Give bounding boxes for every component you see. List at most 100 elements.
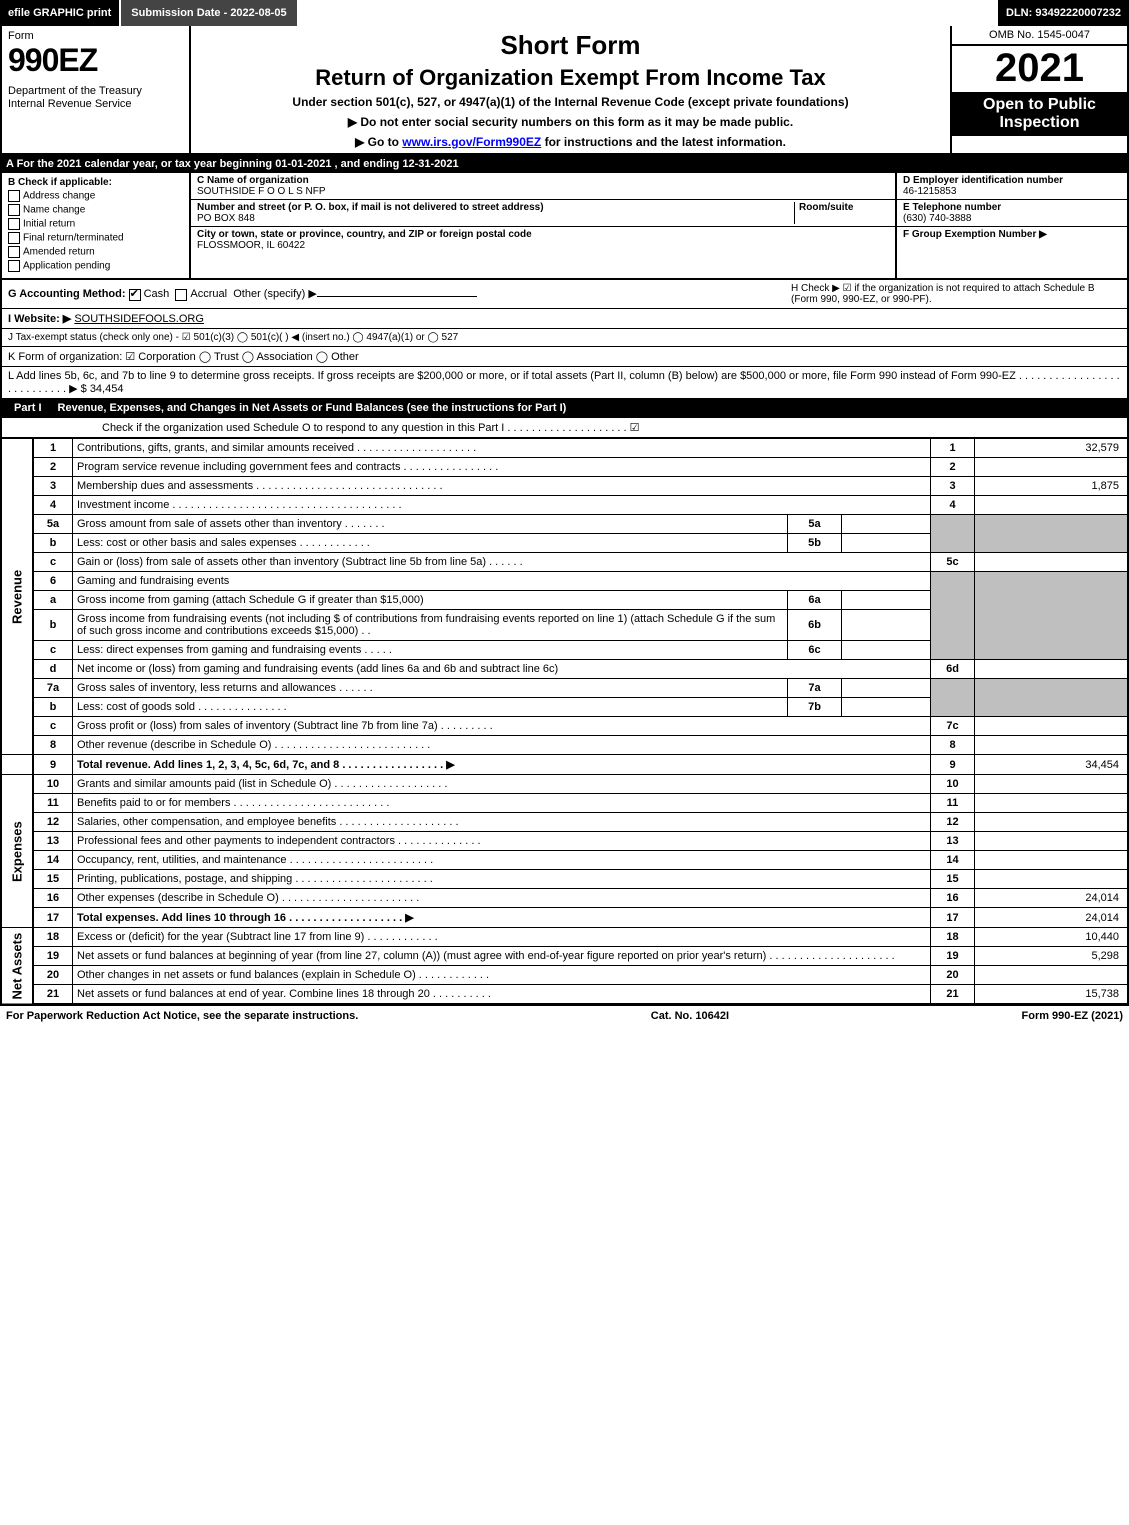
form-header-center: Short Form Return of Organization Exempt…: [191, 26, 950, 153]
l6-shade: [931, 572, 975, 660]
l7b-desc: Less: cost of goods sold . . . . . . . .…: [73, 698, 788, 717]
part-i-check: Check if the organization used Schedule …: [0, 418, 1129, 438]
l6d-amt: [975, 660, 1129, 679]
info-grid: B Check if applicable: Address change Na…: [0, 173, 1129, 280]
l5-shade-amt: [975, 515, 1129, 553]
l12-desc: Salaries, other compensation, and employ…: [73, 813, 931, 832]
l15-rn: 15: [931, 870, 975, 889]
l14-desc: Occupancy, rent, utilities, and maintena…: [73, 851, 931, 870]
line-j: J Tax-exempt status (check only one) - ☑…: [0, 329, 1129, 347]
check-amended-return[interactable]: Amended return: [8, 246, 183, 258]
org-name: SOUTHSIDE F O O L S NFP: [197, 186, 326, 197]
box-b: B Check if applicable: Address change Na…: [2, 173, 191, 278]
other-input-line[interactable]: [317, 296, 477, 297]
l19-num: 19: [33, 947, 73, 966]
org-name-cell: C Name of organization SOUTHSIDE F O O L…: [191, 173, 895, 200]
part-i-header: Part I Revenue, Expenses, and Changes in…: [0, 399, 1129, 418]
l14-rn: 14: [931, 851, 975, 870]
l20-rn: 20: [931, 966, 975, 985]
l6a-desc: Gross income from gaming (attach Schedul…: [73, 591, 788, 610]
check-initial-return[interactable]: Initial return: [8, 218, 183, 230]
city-cell: City or town, state or province, country…: [191, 227, 895, 253]
l18-rn: 18: [931, 928, 975, 947]
l6c-sb: 6c: [788, 641, 842, 660]
l20-desc: Other changes in net assets or fund bala…: [73, 966, 931, 985]
l18-amt: 10,440: [975, 928, 1129, 947]
efile-print-button[interactable]: efile GRAPHIC print: [0, 0, 119, 26]
l21-amt: 15,738: [975, 985, 1129, 1005]
footer-right: Form 990-EZ (2021): [1022, 1010, 1123, 1022]
l17-desc: Total expenses. Add lines 10 through 16 …: [73, 908, 931, 928]
dept-label: Department of the Treasury Internal Reve…: [8, 85, 183, 111]
line-i-pre: I Website: ▶: [8, 313, 71, 325]
group-label: F Group Exemption Number ▶: [903, 229, 1047, 240]
note2-pre: ▶ Go to: [355, 135, 402, 149]
l6c-val: [842, 641, 931, 660]
l1-desc: Contributions, gifts, grants, and simila…: [73, 439, 931, 458]
street-value: PO BOX 848: [197, 213, 255, 224]
dln-label: DLN: 93492220007232: [998, 0, 1129, 26]
l10-amt: [975, 775, 1129, 794]
street-cell: Number and street (or P. O. box, if mail…: [191, 200, 895, 227]
omb-number: OMB No. 1545-0047: [952, 26, 1127, 46]
l5c-num: c: [33, 553, 73, 572]
org-name-label: C Name of organization: [197, 175, 309, 186]
l6a-num: a: [33, 591, 73, 610]
l6c-num: c: [33, 641, 73, 660]
box-b-header: B Check if applicable:: [8, 177, 183, 188]
l3-amt: 1,875: [975, 477, 1129, 496]
check-final-return[interactable]: Final return/terminated: [8, 232, 183, 244]
l6b-val: [842, 610, 931, 641]
l3-rn: 3: [931, 477, 975, 496]
line-a: A For the 2021 calendar year, or tax yea…: [0, 155, 1129, 173]
check-cash[interactable]: [129, 289, 141, 301]
submission-date-label: Submission Date - 2022-08-05: [119, 0, 296, 26]
l7c-num: c: [33, 717, 73, 736]
form-header-left: Form 990EZ Department of the Treasury In…: [2, 26, 191, 153]
l4-rn: 4: [931, 496, 975, 515]
l19-amt: 5,298: [975, 947, 1129, 966]
line-i: I Website: ▶ SOUTHSIDEFOOLS.ORG: [0, 309, 1129, 329]
check-application-pending[interactable]: Application pending: [8, 260, 183, 272]
l10-rn: 10: [931, 775, 975, 794]
l15-amt: [975, 870, 1129, 889]
ein-label: D Employer identification number: [903, 175, 1063, 186]
l7b-num: b: [33, 698, 73, 717]
l6b-desc: Gross income from fundraising events (no…: [73, 610, 788, 641]
l7a-val: [842, 679, 931, 698]
l5a-val: [842, 515, 931, 534]
l5b-sb: 5b: [788, 534, 842, 553]
l8-rn: 8: [931, 736, 975, 755]
l6b-num: b: [33, 610, 73, 641]
l6a-sb: 6a: [788, 591, 842, 610]
check-accrual[interactable]: [175, 289, 187, 301]
website-value[interactable]: SOUTHSIDEFOOLS.ORG: [74, 313, 204, 325]
l7c-amt: [975, 717, 1129, 736]
open-to-public: Open to Public Inspection: [952, 92, 1127, 136]
ein-cell: D Employer identification number 46-1215…: [897, 173, 1127, 200]
form-title: Return of Organization Exempt From Incom…: [197, 65, 944, 91]
l10-desc: Grants and similar amounts paid (list in…: [73, 775, 931, 794]
line-h: H Check ▶ ☑ if the organization is not r…: [791, 283, 1121, 305]
note-1: ▶ Do not enter social security numbers o…: [197, 115, 944, 129]
l5c-amt: [975, 553, 1129, 572]
netassets-section-label: Net Assets: [1, 928, 33, 1005]
form-number: 990EZ: [8, 42, 183, 79]
l11-amt: [975, 794, 1129, 813]
form-header-right: OMB No. 1545-0047 2021 Open to Public In…: [950, 26, 1127, 153]
line-k: K Form of organization: ☑ Corporation ◯ …: [0, 347, 1129, 367]
check-address-change[interactable]: Address change: [8, 190, 183, 202]
l7c-desc: Gross profit or (loss) from sales of inv…: [73, 717, 931, 736]
irs-link[interactable]: www.irs.gov/Form990EZ: [402, 135, 541, 149]
check-name-change[interactable]: Name change: [8, 204, 183, 216]
l21-desc: Net assets or fund balances at end of ye…: [73, 985, 931, 1005]
l11-rn: 11: [931, 794, 975, 813]
room-label: Room/suite: [799, 202, 853, 213]
l16-desc: Other expenses (describe in Schedule O) …: [73, 889, 931, 908]
l4-desc: Investment income . . . . . . . . . . . …: [73, 496, 931, 515]
l16-rn: 16: [931, 889, 975, 908]
l11-num: 11: [33, 794, 73, 813]
l17-num: 17: [33, 908, 73, 928]
l5a-sb: 5a: [788, 515, 842, 534]
ein-value: 46-1215853: [903, 186, 956, 197]
